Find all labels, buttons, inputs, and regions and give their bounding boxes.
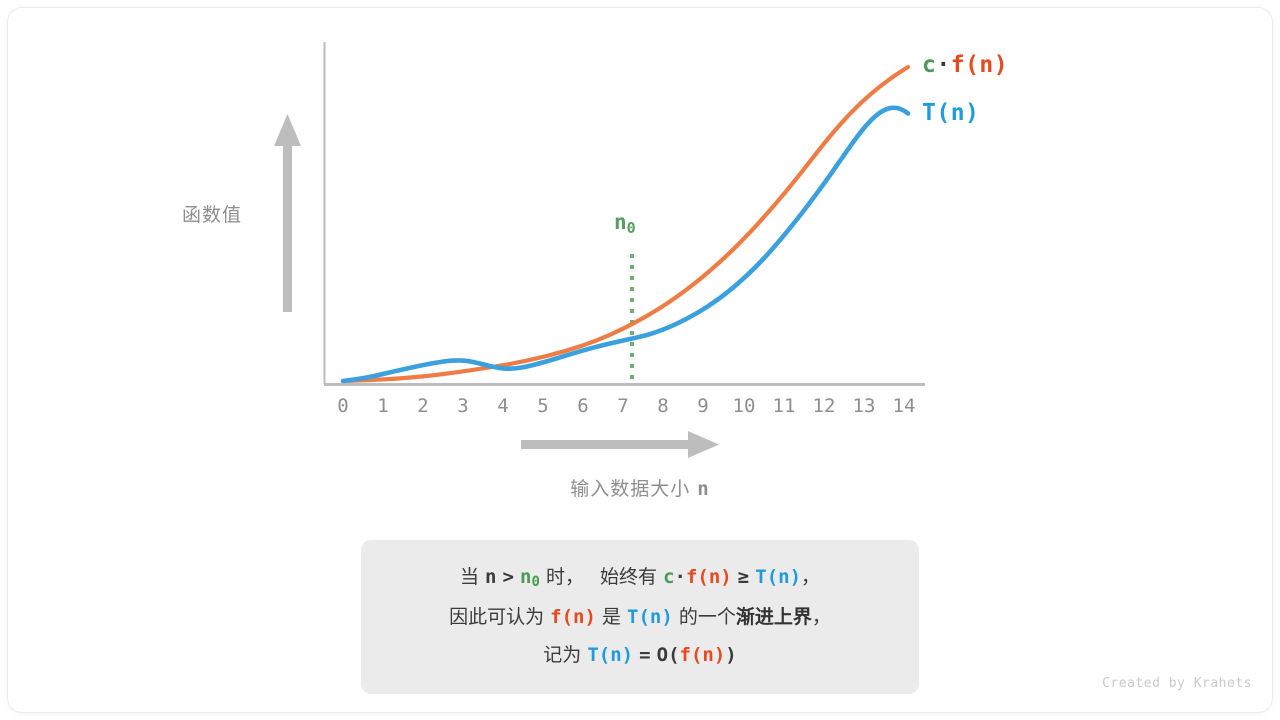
caption-line-1: 当 n > n0 时， 始终有 c·f(n) ≥ T(n)， — [361, 558, 919, 598]
x-tick-2: 2 — [417, 395, 429, 417]
caption-line-3: 记为 T(n) = O(f(n)) — [361, 636, 919, 674]
x-tick-6: 6 — [577, 395, 589, 417]
curve-c-f-n — [340, 64, 911, 384]
caption-l1-p3: 始终有 — [600, 566, 658, 588]
caption-l1-gt: > — [502, 566, 514, 588]
caption-l1-fn: f(n) — [685, 566, 732, 588]
x-tick-12: 12 — [812, 395, 836, 417]
caption-box: 当 n > n0 时， 始终有 c·f(n) ≥ T(n)， 因此可认为 f(n… — [361, 540, 919, 694]
legend-label-c-f-n: c·f(n) — [922, 52, 1008, 78]
legend-fn-symbol: f(n) — [950, 52, 1009, 78]
n0-annotation-label: n0 — [614, 210, 636, 237]
caption-l1-p4: ， — [801, 566, 821, 588]
x-tick-5: 5 — [537, 395, 549, 417]
x-tick-10: 10 — [732, 395, 756, 417]
caption-l1-n0: n0 — [520, 566, 540, 590]
caption-l3-p1: 记为 — [543, 644, 582, 666]
x-tick-8: 8 — [657, 395, 669, 417]
caption-l3-tn: T(n) — [587, 644, 634, 666]
x-tick-13: 13 — [852, 395, 876, 417]
n0-subscript: 0 — [626, 219, 636, 237]
caption-l2-p2: 是 — [601, 606, 621, 628]
caption-l2-p3: 的一个 — [678, 606, 736, 628]
caption-l1-tn: T(n) — [755, 566, 802, 588]
x-tick-3: 3 — [457, 395, 469, 417]
caption-l1-dot: · — [674, 566, 686, 588]
credit-text: Created by Krahets — [1102, 676, 1252, 691]
x-axis-label: 输入数据大小 n — [0, 474, 1280, 501]
caption-l3-fn: f(n) — [679, 644, 726, 666]
caption-l1-ge: ≥ — [737, 566, 750, 588]
legend-label-t-n: T(n) — [922, 100, 980, 126]
caption-l1-n: n — [485, 566, 497, 588]
x-tick-14: 14 — [892, 395, 916, 417]
n0-base: n — [614, 210, 627, 234]
caption-line-2: 因此可认为 f(n) 是 T(n) 的一个渐进上界， — [361, 598, 919, 636]
caption-l1-n0-base: n — [520, 566, 532, 588]
x-axis-label-variable: n — [697, 478, 710, 500]
caption-l1-p1: 当 — [459, 566, 479, 588]
caption-l1-p2: 时， — [545, 566, 584, 588]
caption-l3-o-open: O( — [656, 644, 680, 666]
x-tick-11: 11 — [772, 395, 796, 417]
x-axis-label-text: 输入数据大小 — [570, 478, 691, 500]
legend-dot-symbol: · — [936, 52, 951, 78]
x-tick-9: 9 — [697, 395, 709, 417]
x-tick-0: 0 — [337, 395, 349, 417]
legend-c-symbol: c — [922, 52, 937, 78]
caption-l1-c: c — [663, 566, 675, 588]
caption-l3-o-close: ) — [725, 644, 737, 666]
caption-l2-fn: f(n) — [550, 606, 596, 628]
y-axis-arrow — [274, 114, 301, 312]
caption-l2-tn: T(n) — [627, 606, 673, 628]
curve-t-n — [340, 105, 911, 384]
caption-l2-term: 渐进上界 — [735, 606, 812, 628]
caption-l2-p4: ， — [811, 606, 831, 628]
x-tick-7: 7 — [617, 395, 629, 417]
x-tick-1: 1 — [377, 395, 389, 417]
x-tick-4: 4 — [497, 395, 509, 417]
caption-l3-eq: = — [639, 644, 651, 666]
caption-l2-p1: 因此可认为 — [449, 606, 545, 628]
y-axis-label: 函数值 — [182, 204, 243, 226]
caption-l1-n0-sub: 0 — [531, 574, 540, 590]
x-axis-arrow — [521, 431, 719, 458]
